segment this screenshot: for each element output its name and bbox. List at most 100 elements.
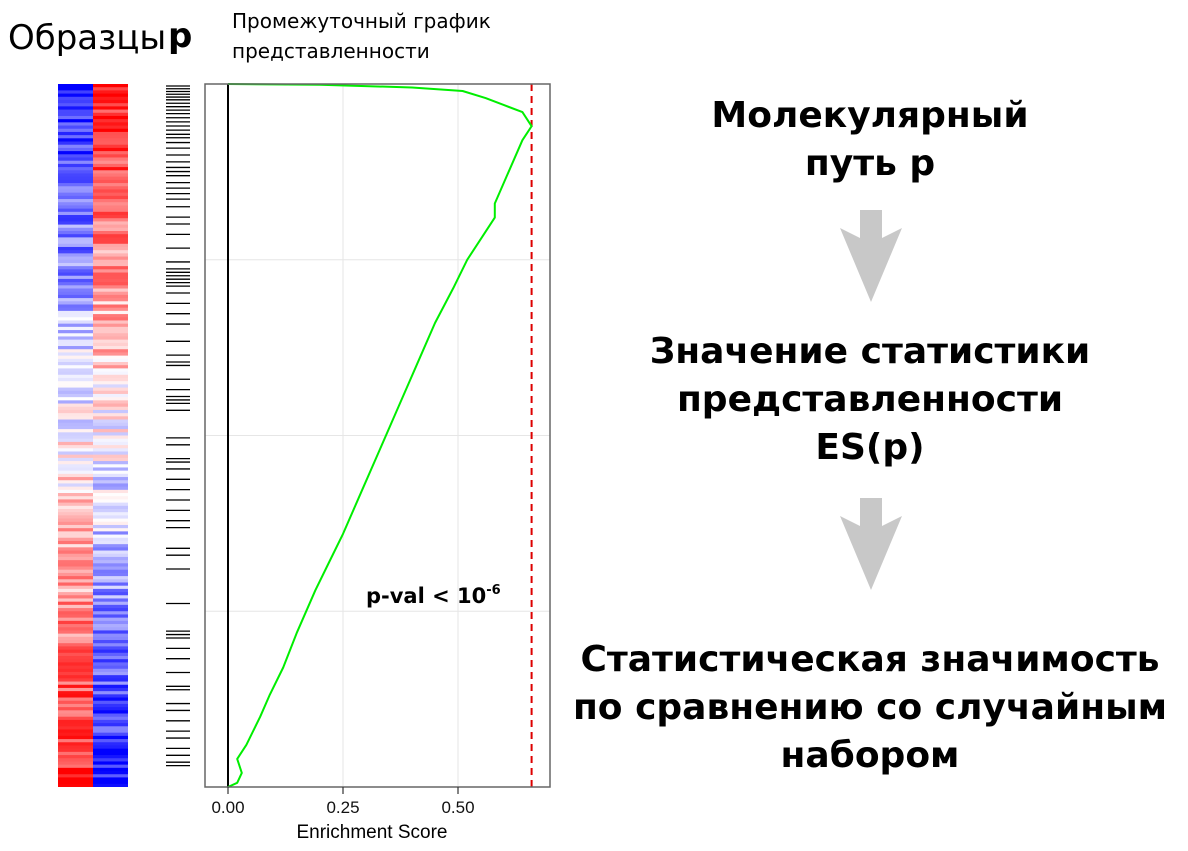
heatmap-cell: [93, 240, 128, 245]
heatmap-cell: [93, 115, 128, 120]
heatmap-cell: [93, 630, 128, 635]
heatmap-cell: [93, 326, 128, 331]
heatmap-cell: [93, 547, 128, 552]
heatmap-cell: [93, 595, 128, 600]
heatmap-cell: [93, 748, 128, 753]
heatmap-cell: [93, 272, 128, 277]
heatmap-cell: [93, 189, 128, 194]
heatmap-cell: [93, 211, 128, 216]
heatmap-cell: [58, 771, 93, 775]
heatmap-cell: [58, 553, 93, 558]
down-arrow-icon: [840, 210, 902, 302]
heatmap-cell: [58, 668, 93, 673]
heatmap-cell: [58, 93, 93, 98]
heatmap-cell: [58, 601, 93, 606]
heatmap-cell: [93, 224, 128, 229]
heatmap-cell: [58, 524, 93, 529]
heatmap-cell: [93, 275, 128, 280]
heatmap-cell: [93, 406, 128, 411]
heatmap-cell: [58, 764, 93, 769]
heatmap-cell: [58, 719, 93, 724]
heatmap-cell: [93, 633, 128, 638]
heatmap-cell: [58, 486, 93, 491]
heatmap-cell: [58, 275, 93, 280]
heatmap-cell: [93, 668, 128, 673]
heatmap-cell: [58, 157, 93, 162]
pvalue-annotation: p-val < 10-6: [366, 583, 501, 608]
plot-title-line2: представленности: [232, 39, 430, 63]
heatmap-cell: [58, 662, 93, 667]
x-axis-label: Enrichment Score: [296, 822, 447, 843]
heatmap-cell: [93, 588, 128, 593]
heatmap-cell: [93, 208, 128, 213]
heatmap-cell: [93, 700, 128, 705]
heatmap-cell: [93, 381, 128, 385]
heatmap-cell: [93, 438, 128, 443]
heatmap-cell: [58, 703, 93, 708]
heatmap-cell: [58, 176, 93, 181]
heatmap-cell: [93, 671, 128, 676]
heatmap-cell: [58, 215, 93, 219]
heatmap-cell: [58, 195, 93, 200]
heatmap-cell: [93, 183, 128, 187]
heatmap-cell: [58, 406, 93, 411]
heatmap-cell: [93, 777, 128, 782]
heatmap-cell: [58, 186, 93, 191]
heatmap-cell: [58, 585, 93, 590]
heatmap-cell: [93, 534, 128, 539]
heatmap-cell: [58, 435, 93, 440]
heatmap-cell: [93, 96, 128, 101]
heatmap-cell: [58, 425, 93, 430]
heatmap-cell: [93, 106, 128, 111]
heatmap-cell: [58, 732, 93, 737]
heatmap-cell: [58, 285, 93, 290]
heatmap-cell: [93, 195, 128, 200]
heatmap-cell: [93, 694, 128, 699]
heatmap-cell: [93, 758, 128, 763]
step-pathway-line1: Молекулярный: [711, 95, 1029, 136]
heatmap-cell: [58, 234, 93, 238]
heatmap-cell: [58, 84, 93, 88]
heatmap-cell: [58, 288, 93, 293]
expression-heatmap: [58, 84, 128, 787]
heatmap-cell: [93, 719, 128, 724]
heatmap-cell: [58, 256, 93, 261]
heatmap-cell: [93, 441, 128, 446]
heatmap-cell: [58, 438, 93, 443]
pvalue-exponent: -6: [486, 583, 500, 598]
heatmap-cell: [58, 767, 93, 772]
heatmap-cell: [58, 540, 93, 545]
step-significance-line1: Статистическая значимость: [580, 639, 1160, 680]
heatmap-cell: [58, 416, 93, 421]
heatmap-cell: [93, 192, 128, 197]
heatmap-cell: [93, 518, 128, 523]
heatmap-cell: [93, 422, 128, 427]
heatmap-cell: [93, 285, 128, 290]
heatmap-cell: [58, 598, 93, 603]
heatmap-cell: [93, 521, 128, 526]
heatmap-cell: [93, 703, 128, 708]
heatmap-cell: [58, 135, 93, 139]
heatmap-cell: [58, 317, 93, 322]
heatmap-cell: [58, 224, 93, 229]
heatmap-cell: [93, 266, 128, 270]
heatmap-cell: [93, 774, 128, 779]
heatmap-cell: [58, 569, 93, 574]
heatmap-cell: [93, 230, 128, 235]
heatmap-cell: [58, 282, 93, 286]
heatmap-cell: [93, 243, 128, 248]
heatmap-cell: [93, 710, 128, 715]
heatmap-cell: [58, 633, 93, 638]
heatmap-cell: [93, 176, 128, 181]
heatmap-cell: [93, 218, 128, 223]
heatmap-cell: [93, 751, 128, 756]
heatmap-cell: [93, 742, 128, 747]
heatmap-cell: [93, 537, 128, 542]
heatmap-cell: [58, 480, 93, 485]
step-es-line3: ES(p): [815, 427, 925, 468]
heatmap-cell: [93, 215, 128, 219]
heatmap-cell: [93, 726, 128, 731]
heatmap-cell: [58, 250, 93, 254]
heatmap-cell: [93, 425, 128, 430]
heatmap-cell: [93, 371, 128, 376]
